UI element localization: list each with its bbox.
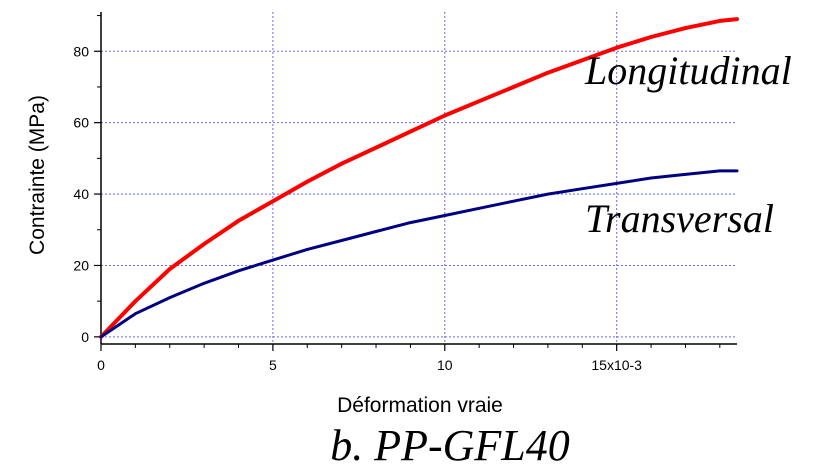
series-lines — [99, 17, 739, 339]
grid-lines — [101, 12, 737, 344]
x-tick-label: 10 — [437, 357, 453, 373]
series-label-longitudinal: Longitudinal — [584, 48, 792, 93]
series-label-transversal: Transversal — [585, 196, 774, 241]
y-tick-label: 0 — [81, 329, 89, 345]
y-tick-label: 80 — [73, 43, 89, 59]
y-tick-label: 60 — [73, 115, 89, 131]
series-line-longitudinal — [99, 17, 739, 339]
x-tick-label: 5 — [269, 357, 277, 373]
tick-labels: 0 5 10 15x10-3 0 20 40 60 80 — [73, 43, 642, 373]
y-tick-label: 40 — [73, 186, 89, 202]
axes — [94, 12, 737, 351]
figure-caption: b. PP-GFL40 — [330, 421, 570, 470]
y-axis-title: Contrainte (MPa) — [26, 95, 49, 255]
x-axis-title: Déformation vraie — [337, 394, 503, 417]
x-tick-label: 0 — [97, 357, 105, 373]
x-tick-label: 15x10-3 — [591, 357, 642, 373]
series-line-transversal — [99, 169, 739, 339]
y-tick-label: 20 — [73, 257, 89, 273]
